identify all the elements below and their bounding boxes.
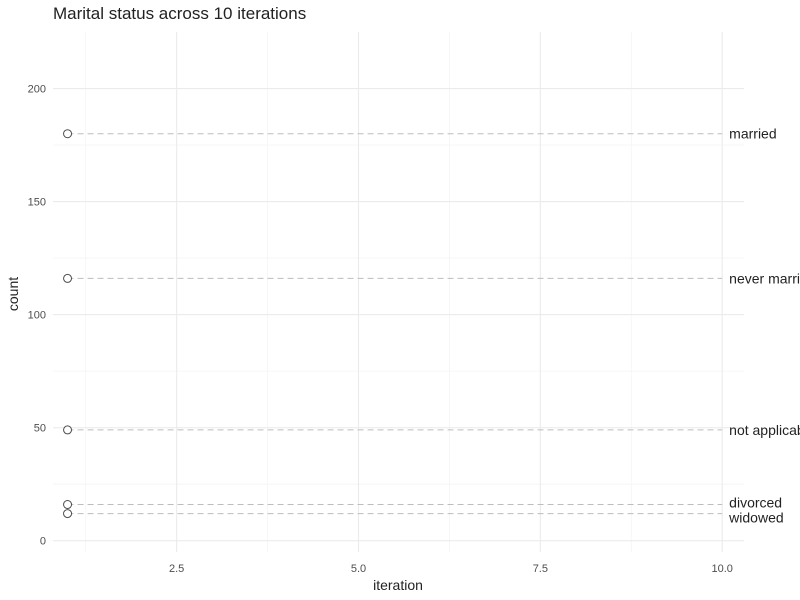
y-axis-title: count [5,277,21,311]
series-label: not applicable [729,422,800,438]
axis-ticks: 2.5 5.0 7.5 10.0 0 50 100 150 200 [28,84,733,575]
x-tick-label: 7.5 [533,563,548,575]
y-tick-label: 200 [28,84,46,96]
series-label: divorced [729,495,782,511]
reference-lines [67,133,723,515]
y-tick-label: 0 [40,536,46,548]
series-label: never married [729,270,800,286]
series-label: widowed [728,510,783,526]
y-tick-label: 100 [28,310,46,322]
x-axis-title: iteration [373,577,423,593]
data-point [63,129,73,139]
x-tick-label: 10.0 [711,563,732,575]
grid-layer [53,32,744,552]
data-point [63,425,73,435]
data-point [63,273,73,283]
data-point [63,509,73,519]
x-tick-label: 2.5 [169,563,184,575]
y-tick-label: 150 [28,197,46,209]
data-points [63,129,73,519]
y-tick-label: 50 [34,423,46,435]
x-tick-label: 5.0 [351,563,366,575]
series-labels: married never married not applicable divorc… [728,126,800,526]
series-label: married [729,126,776,142]
chart-title: Marital status across 10 iterations [53,4,307,23]
data-point [63,500,73,510]
